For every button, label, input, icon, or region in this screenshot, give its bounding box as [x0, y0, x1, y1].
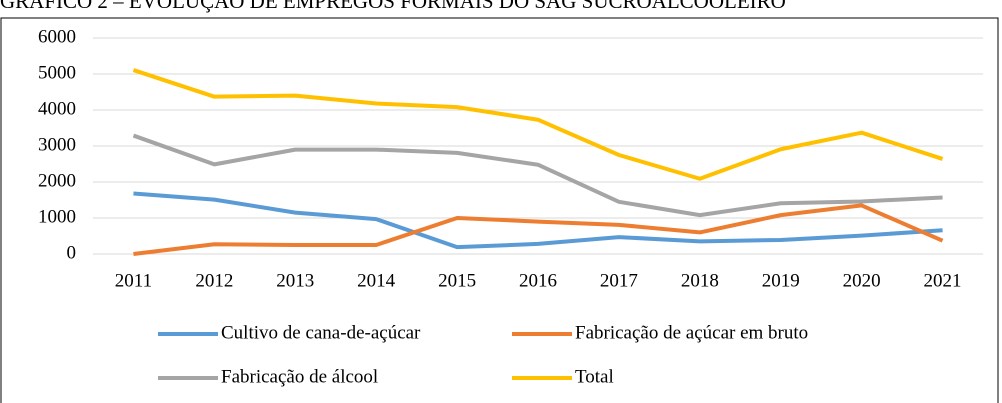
x-tick-label: 2011 [115, 270, 152, 291]
line-series [132, 68, 944, 181]
x-tick-label: 2019 [762, 270, 800, 291]
x-tick-label: 2020 [843, 270, 881, 291]
legend-label: Fabricação de açúcar em bruto [575, 322, 808, 343]
x-tick-label: 2012 [195, 270, 233, 291]
chart-title: GRÁFICO 2 – EVOLUÇÃO DE EMPREGOS FORMAIS… [0, 0, 786, 13]
y-tick-label: 2000 [38, 170, 76, 191]
legend-label: Cultivo de cana-de-açúcar [221, 322, 421, 343]
x-tick-label: 2017 [600, 270, 638, 291]
y-tick-label: 1000 [38, 206, 76, 227]
legend-label: Fabricação de álcool [221, 366, 378, 387]
y-tick-label: 0 [67, 242, 77, 263]
x-tick-label: 2014 [357, 270, 396, 291]
y-tick-label: 6000 [38, 26, 76, 47]
line-series [133, 203, 944, 256]
x-tick-label: 2015 [438, 270, 476, 291]
y-tick-label: 4000 [38, 98, 76, 119]
x-tick-label: 2016 [519, 270, 557, 291]
line-series [132, 133, 943, 218]
x-tick-label: 2013 [276, 270, 314, 291]
x-tick-label: 2018 [681, 270, 719, 291]
x-tick-label: 2021 [924, 270, 962, 291]
y-tick-label: 3000 [38, 134, 76, 155]
y-tick-label: 5000 [38, 62, 76, 83]
line-series [133, 191, 943, 250]
legend-label: Total [575, 366, 614, 387]
